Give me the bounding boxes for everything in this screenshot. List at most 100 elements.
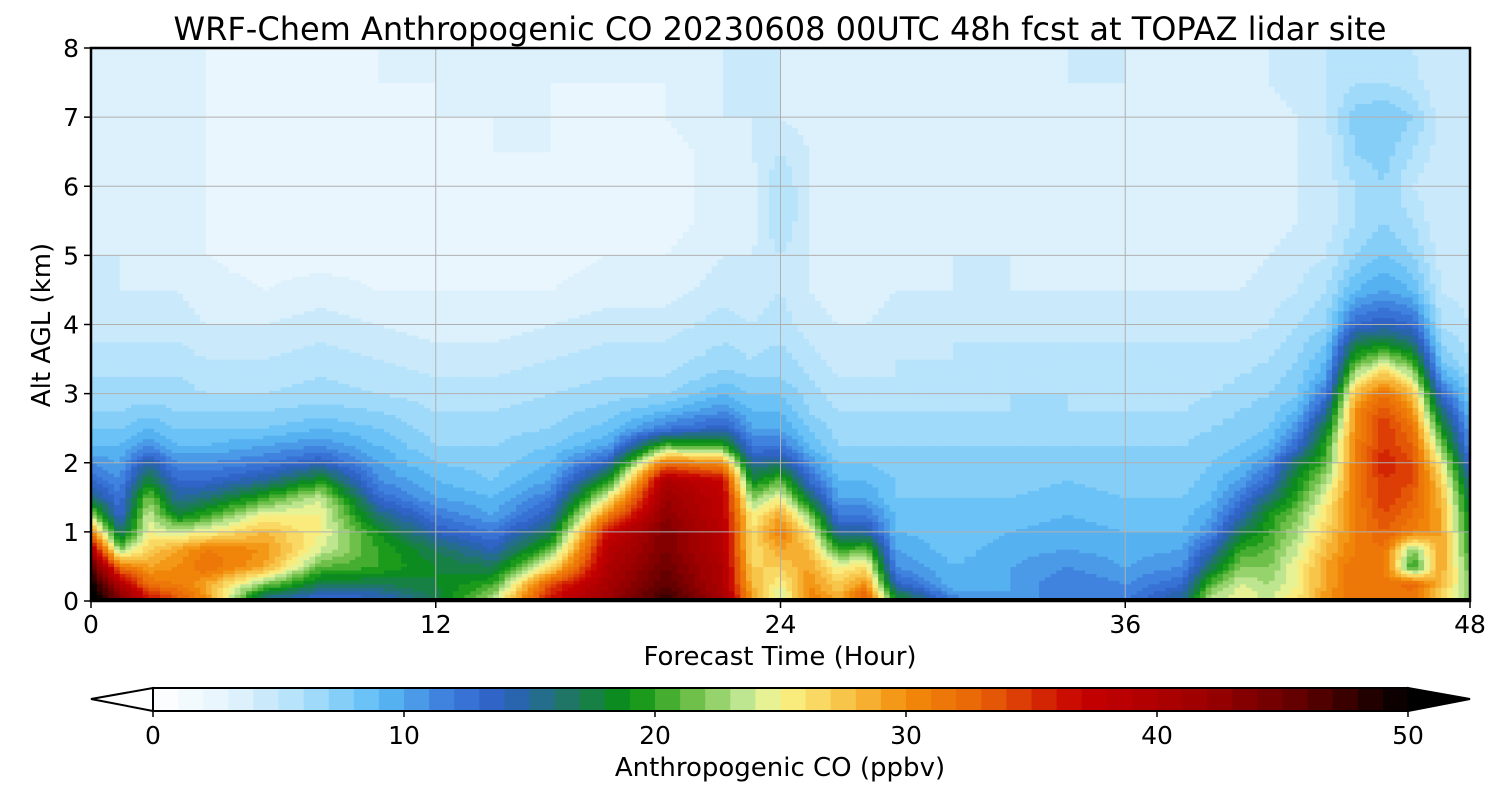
field-cell — [246, 546, 252, 550]
field-cell — [200, 224, 206, 228]
field-cell — [206, 107, 212, 111]
field-cell — [154, 494, 160, 498]
field-cell — [235, 103, 241, 107]
field-cell — [125, 556, 131, 560]
field-cell — [269, 501, 275, 505]
field-cell — [206, 425, 212, 429]
field-cell — [194, 96, 200, 100]
field-cell — [137, 445, 143, 449]
field-cell — [166, 69, 172, 73]
field-cell — [131, 242, 137, 246]
field-cell — [269, 522, 275, 526]
field-cell — [200, 131, 206, 135]
field-cell — [258, 366, 264, 370]
field-cell — [154, 594, 160, 598]
field-cell — [143, 366, 149, 370]
field-cell — [223, 69, 229, 73]
field-cell — [148, 363, 154, 367]
field-cell — [97, 363, 103, 367]
field-cell — [223, 280, 229, 284]
field-cell — [183, 69, 189, 73]
field-cell — [143, 584, 149, 588]
field-cell — [258, 96, 264, 100]
field-cell — [114, 152, 120, 156]
field-cell — [212, 117, 218, 121]
field-cell — [108, 480, 114, 484]
field-cell — [263, 573, 269, 577]
field-cell — [240, 577, 246, 581]
field-cell — [114, 549, 120, 553]
field-cell — [246, 411, 252, 415]
field-cell — [223, 269, 229, 273]
field-cell — [235, 407, 241, 411]
field-cell — [194, 345, 200, 349]
field-cell — [166, 134, 172, 138]
field-cell — [212, 297, 218, 301]
field-cell — [114, 483, 120, 487]
field-cell — [108, 69, 114, 73]
field-cell — [102, 186, 108, 190]
field-cell — [143, 318, 149, 322]
field-cell — [200, 255, 206, 259]
field-cell — [240, 490, 246, 494]
field-cell — [258, 401, 264, 405]
field-cell — [148, 594, 154, 598]
field-cell — [97, 549, 103, 553]
field-cell — [183, 363, 189, 367]
field-cell — [206, 566, 212, 570]
field-cell — [189, 283, 195, 287]
field-cell — [212, 325, 218, 329]
field-cell — [183, 591, 189, 595]
field-cell — [114, 86, 120, 90]
field-cell — [189, 273, 195, 277]
field-cell — [143, 577, 149, 581]
field-cell — [258, 518, 264, 522]
field-cell — [108, 566, 114, 570]
field-cell — [131, 494, 137, 498]
field-cell — [183, 345, 189, 349]
field-cell — [166, 186, 172, 190]
field-cell — [125, 511, 131, 515]
field-cell — [143, 428, 149, 432]
field-cell — [166, 207, 172, 211]
field-cell — [258, 51, 264, 55]
field-cell — [143, 145, 149, 149]
field-cell — [108, 134, 114, 138]
field-cell — [229, 318, 235, 322]
field-cell — [177, 190, 183, 194]
field-cell — [229, 563, 235, 567]
field-cell — [240, 269, 246, 273]
field-cell — [148, 235, 154, 239]
field-cell — [177, 76, 183, 80]
field-cell — [183, 449, 189, 453]
field-cell — [143, 273, 149, 277]
field-cell — [252, 159, 258, 163]
field-cell — [206, 380, 212, 384]
field-cell — [217, 190, 223, 194]
field-cell — [102, 394, 108, 398]
field-cell — [189, 335, 195, 339]
field-cell — [223, 511, 229, 515]
field-cell — [252, 131, 258, 135]
field-cell — [189, 124, 195, 128]
field-cell — [171, 280, 177, 284]
field-cell — [108, 283, 114, 287]
field-cell — [102, 373, 108, 377]
field-cell — [120, 224, 126, 228]
field-cell — [108, 124, 114, 128]
field-cell — [137, 162, 143, 166]
field-cell — [120, 584, 126, 588]
field-cell — [177, 435, 183, 439]
field-cell — [189, 594, 195, 598]
field-cell — [252, 214, 258, 218]
field-cell — [131, 480, 137, 484]
field-cell — [229, 107, 235, 111]
field-cell — [114, 584, 120, 588]
field-cell — [246, 86, 252, 90]
field-cell — [160, 200, 166, 204]
field-cell — [246, 594, 252, 598]
field-cell — [143, 311, 149, 315]
field-cell — [200, 394, 206, 398]
field-cell — [183, 51, 189, 55]
field-cell — [148, 532, 154, 536]
